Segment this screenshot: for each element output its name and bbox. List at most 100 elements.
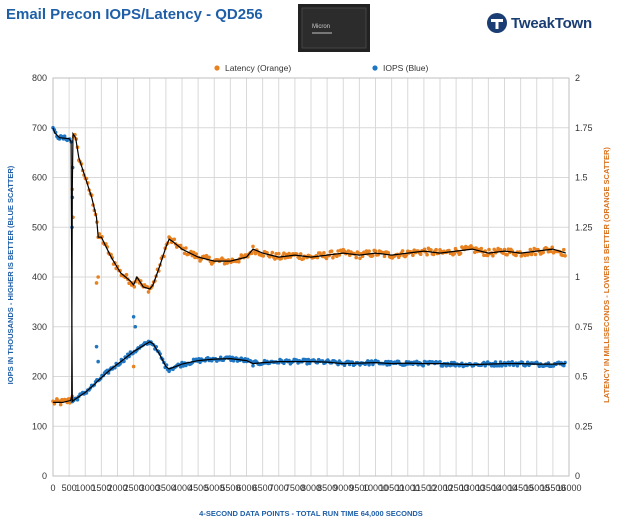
y-right-tick-label: 0.75 <box>575 322 593 332</box>
legend-latency-marker <box>214 65 220 71</box>
y-left-tick-label: 700 <box>32 123 47 133</box>
x-tick-label: 15500 <box>540 483 565 493</box>
iops-point <box>62 134 67 138</box>
latency-point <box>541 250 545 255</box>
latency-point <box>124 272 129 277</box>
iops-outlier <box>94 344 99 349</box>
latency-point <box>491 253 495 258</box>
iops-point <box>510 360 514 364</box>
x-tick-label: 11500 <box>412 483 436 493</box>
x-tick-label: 6000 <box>236 483 256 493</box>
latency-point <box>528 247 533 252</box>
latency-point <box>194 252 198 256</box>
latency-point <box>367 249 371 253</box>
y-left-axis-title: IOPS IN THOUSANDS - HIGHER IS BETTER (BL… <box>6 165 15 384</box>
latency-point <box>204 253 209 258</box>
x-tick-label: 12500 <box>444 483 469 493</box>
latency-point <box>274 252 279 256</box>
latency-point <box>324 256 329 261</box>
y-right-axis-title: LATENCY IN MILLISECONDS - LOWER IS BETTE… <box>602 147 611 403</box>
latency-point <box>354 255 359 260</box>
x-axis-title: 4-SECOND DATA POINTS - TOTAL RUN TIME 64… <box>199 509 423 518</box>
latency-trend-line <box>53 131 566 403</box>
latency-point <box>411 253 415 257</box>
x-tick-label: 12000 <box>427 483 452 493</box>
legend-latency-label: Latency (Orange) <box>225 63 291 73</box>
legend: Latency (Orange) IOPS (Blue) <box>214 63 429 73</box>
latency-outlier <box>131 364 136 369</box>
y-right-ticks: 0 0.25 0.5 0.75 1 1.25 1.5 1.75 2 <box>575 73 593 481</box>
x-tick-label: 500 <box>62 483 77 493</box>
latency-point <box>479 246 484 251</box>
grid <box>52 77 570 477</box>
latency-point <box>400 249 405 253</box>
latency-point <box>404 253 409 257</box>
latency-point <box>474 246 478 250</box>
latency-point <box>329 249 334 253</box>
x-tick-label: 9500 <box>349 483 369 493</box>
iops-point <box>386 359 391 364</box>
x-tick-label: 1000 <box>75 483 95 493</box>
latency-point <box>371 253 375 258</box>
y-left-tick-label: 800 <box>32 73 47 83</box>
latency-point <box>429 248 433 252</box>
latency-point <box>487 247 491 252</box>
latency-point <box>237 259 241 264</box>
y-right-tick-label: 2 <box>575 73 580 83</box>
latency-point <box>492 247 497 252</box>
latency-outlier <box>94 281 99 285</box>
x-tick-label: 8000 <box>301 483 321 493</box>
x-tick-label: 13500 <box>476 483 501 493</box>
x-tick-label: 15000 <box>524 483 549 493</box>
tweaktown-logo-icon <box>487 13 507 33</box>
latency-point <box>505 253 509 257</box>
y-left-tick-label: 100 <box>32 421 47 431</box>
x-tick-label: 10000 <box>363 483 388 493</box>
latency-point <box>452 251 457 256</box>
x-tick-label: 2500 <box>124 483 144 493</box>
latency-point <box>563 254 567 258</box>
latency-point <box>382 254 387 259</box>
latency-point <box>298 252 303 256</box>
legend-iops-marker <box>372 65 378 71</box>
latency-point <box>261 254 266 258</box>
x-tick-label: 7000 <box>269 483 289 493</box>
latency-point <box>458 251 463 256</box>
x-tick-label: 14000 <box>492 483 517 493</box>
y-left-tick-label: 300 <box>32 322 47 332</box>
y-right-tick-label: 1.25 <box>575 222 593 232</box>
iops-outlier <box>131 315 136 319</box>
latency-point <box>502 247 507 252</box>
latency-point <box>425 252 429 257</box>
latency-point <box>364 249 369 253</box>
latency-point <box>58 402 63 407</box>
latency-point <box>251 244 255 249</box>
x-tick-label: 3000 <box>140 483 160 493</box>
x-tick-label: 2000 <box>107 483 127 493</box>
y-left-tick-label: 200 <box>32 372 47 382</box>
latency-point <box>431 252 436 257</box>
iops-point <box>304 357 308 362</box>
iops-outlier <box>133 324 138 329</box>
iops-point <box>367 363 371 367</box>
y-right-tick-label: 0 <box>575 471 580 481</box>
latency-point <box>533 252 538 257</box>
latency-point <box>514 253 518 258</box>
latency-point <box>132 285 137 289</box>
iops-point <box>497 363 502 368</box>
x-tick-label: 7500 <box>285 483 305 493</box>
iops-point <box>251 363 255 368</box>
y-right-tick-label: 0.5 <box>575 372 588 382</box>
latency-outlier <box>96 275 100 279</box>
x-tick-label: 16000 <box>556 483 581 493</box>
product-image: Micron <box>298 4 370 52</box>
latency-point <box>253 251 258 256</box>
brand-name: TweakTown <box>511 14 592 32</box>
y-right-tick-label: 1 <box>575 272 580 282</box>
latency-point <box>482 253 486 258</box>
x-tick-label: 8500 <box>317 483 337 493</box>
latency-point <box>373 249 378 253</box>
iops-point <box>562 363 566 368</box>
latency-point <box>322 251 326 255</box>
latency-point <box>191 250 196 255</box>
